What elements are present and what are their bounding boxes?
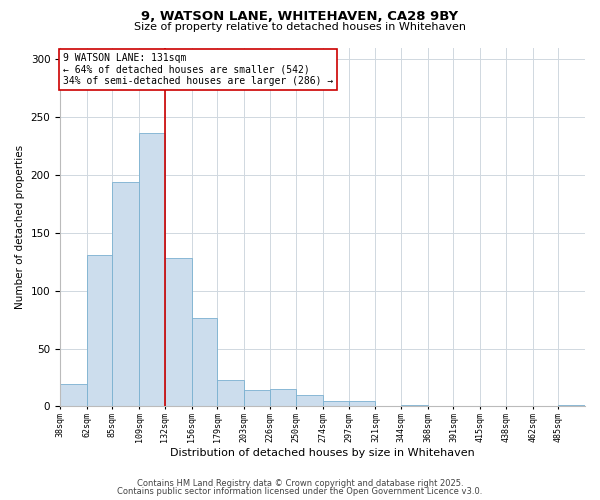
Text: Contains HM Land Registry data © Crown copyright and database right 2025.: Contains HM Land Registry data © Crown c… [137, 478, 463, 488]
Bar [139, 133, 165, 406]
Bar [349, 400, 376, 406]
Text: 9, WATSON LANE, WHITEHAVEN, CA28 9BY: 9, WATSON LANE, WHITEHAVEN, CA28 9BY [142, 10, 458, 23]
Bar [558, 405, 585, 406]
Bar [87, 254, 112, 406]
Bar [191, 318, 217, 406]
Bar [60, 384, 87, 406]
Bar [401, 405, 428, 406]
Bar [217, 380, 244, 406]
Bar [165, 258, 191, 406]
Text: Size of property relative to detached houses in Whitehaven: Size of property relative to detached ho… [134, 22, 466, 32]
Bar [269, 389, 296, 406]
Bar [112, 182, 139, 406]
Bar [323, 400, 349, 406]
Bar [244, 390, 269, 406]
Y-axis label: Number of detached properties: Number of detached properties [15, 145, 25, 309]
Text: Contains public sector information licensed under the Open Government Licence v3: Contains public sector information licen… [118, 487, 482, 496]
Text: 9 WATSON LANE: 131sqm
← 64% of detached houses are smaller (542)
34% of semi-det: 9 WATSON LANE: 131sqm ← 64% of detached … [62, 53, 333, 86]
X-axis label: Distribution of detached houses by size in Whitehaven: Distribution of detached houses by size … [170, 448, 475, 458]
Bar [296, 395, 323, 406]
